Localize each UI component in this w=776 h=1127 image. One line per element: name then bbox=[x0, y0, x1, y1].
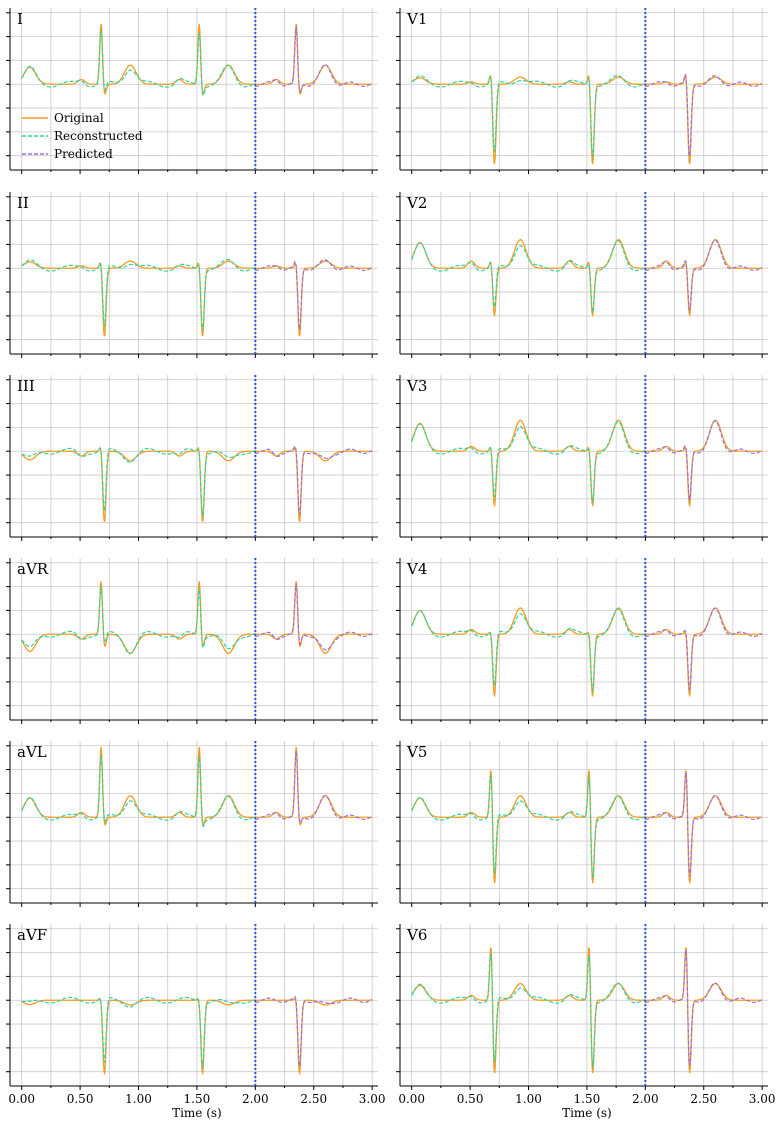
lead-panel-avl: aVL bbox=[6, 741, 378, 907]
lead-panel-v1: V1 bbox=[396, 8, 768, 174]
reconstructed-series-v5 bbox=[411, 775, 646, 879]
x-tick-label: 1.00 bbox=[515, 1092, 542, 1106]
lead-label: V3 bbox=[406, 377, 427, 395]
x-tick-label: 1.50 bbox=[184, 1092, 211, 1106]
reconstructed-series-avf bbox=[21, 996, 256, 1070]
reconstructed-series-ii bbox=[21, 258, 256, 331]
lead-label: V2 bbox=[406, 194, 427, 212]
x-tick-label: 2.50 bbox=[300, 1092, 327, 1106]
lead-panel-iii: III bbox=[6, 375, 378, 541]
lead-label: V4 bbox=[406, 560, 427, 578]
lead-panel-v2: V2 bbox=[396, 192, 768, 358]
reconstructed-series-i bbox=[21, 30, 256, 97]
reconstructed-series-v1 bbox=[411, 74, 646, 158]
reconstructed-series-v3 bbox=[411, 421, 646, 504]
lead-panel-ii: II bbox=[6, 192, 378, 358]
reconstructed-series-avl bbox=[21, 754, 256, 828]
predicted-series-v6 bbox=[645, 949, 763, 1066]
x-tick-label: 2.00 bbox=[242, 1092, 269, 1106]
x-tick-label: 0.00 bbox=[8, 1092, 35, 1106]
lead-panel-v5: V5 bbox=[396, 741, 768, 907]
predicted-series-v5 bbox=[645, 771, 763, 877]
lead-label: II bbox=[17, 194, 29, 212]
lead-panel-avr: aVR bbox=[6, 558, 378, 724]
legend-label-reconstructed: Reconstructed bbox=[54, 129, 143, 143]
reconstructed-series-avr bbox=[21, 586, 256, 655]
x-tick-label: 3.00 bbox=[359, 1092, 386, 1106]
legend-label-original: Original bbox=[54, 111, 104, 125]
x-tick-label: 2.50 bbox=[690, 1092, 717, 1106]
x-tick-label: 2.00 bbox=[632, 1092, 659, 1106]
lead-panel-avf: aVF bbox=[6, 924, 378, 1090]
lead-panel-i: I bbox=[6, 8, 378, 174]
lead-panel-v4: V4 bbox=[396, 558, 768, 724]
lead-panel-v3: V3 bbox=[396, 375, 768, 541]
lead-panel-v6: V6 bbox=[396, 924, 768, 1090]
predicted-series-ii bbox=[255, 259, 373, 330]
lead-label: aVR bbox=[17, 560, 49, 578]
x-tick-label: 3.00 bbox=[749, 1092, 776, 1106]
x-tick-label: 1.50 bbox=[574, 1092, 601, 1106]
x-tick-label: 0.00 bbox=[398, 1092, 425, 1106]
x-tick-label: 0.50 bbox=[457, 1092, 484, 1106]
predicted-series-v4 bbox=[645, 607, 763, 692]
x-tick-label: 0.50 bbox=[67, 1092, 94, 1106]
predicted-series-iii bbox=[255, 445, 373, 515]
predicted-series-v2 bbox=[645, 239, 763, 313]
reconstructed-series-v6 bbox=[411, 952, 646, 1067]
predicted-series-avl bbox=[255, 750, 373, 824]
reconstructed-series-v4 bbox=[411, 608, 646, 693]
x-axis-title: Time (s) bbox=[172, 1106, 222, 1120]
lead-label: aVL bbox=[17, 743, 47, 761]
predicted-series-avr bbox=[255, 583, 373, 651]
reconstructed-series-iii bbox=[21, 446, 256, 517]
lead-label: V1 bbox=[406, 10, 427, 28]
original-series-v5 bbox=[411, 769, 763, 884]
original-series-v4 bbox=[411, 607, 763, 698]
lead-label: V6 bbox=[406, 926, 427, 944]
predicted-series-avf bbox=[255, 996, 373, 1067]
predicted-series-v3 bbox=[645, 420, 763, 502]
x-axis-title: Time (s) bbox=[562, 1106, 612, 1120]
lead-label: I bbox=[17, 10, 23, 28]
x-tick-label: 1.00 bbox=[125, 1092, 152, 1106]
predicted-series-i bbox=[255, 26, 373, 94]
lead-label: aVF bbox=[17, 926, 47, 944]
reconstructed-series-v2 bbox=[411, 240, 646, 315]
lead-label: III bbox=[17, 377, 35, 395]
legend-label-predicted: Predicted bbox=[54, 147, 113, 161]
predicted-series-v1 bbox=[645, 74, 763, 157]
lead-label: V5 bbox=[406, 743, 427, 761]
